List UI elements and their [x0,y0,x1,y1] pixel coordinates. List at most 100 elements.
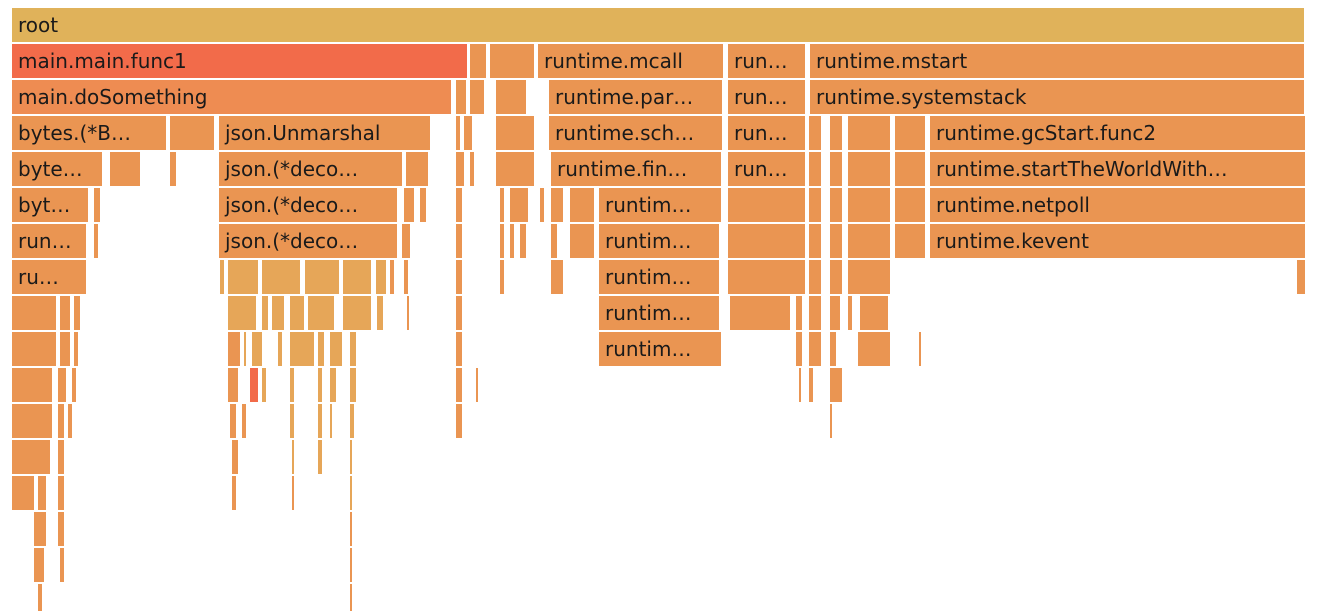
flame-frame-narrow[interactable] [330,332,344,367]
flame-frame-narrow[interactable] [228,332,242,367]
flame-frame-narrow[interactable] [830,332,838,367]
flame-frame-narrow[interactable] [60,332,72,367]
flame-frame-narrow[interactable] [292,476,296,511]
flame-frame[interactable]: runtime.fin… [551,152,723,187]
flame-frame-narrow[interactable] [895,224,927,259]
flame-frame-narrow[interactable] [350,368,358,403]
flame-frame-narrow[interactable] [343,260,373,295]
flame-frame[interactable]: main.doSomething [12,80,453,115]
flame-frame-narrow[interactable] [72,368,78,403]
flame-frame-narrow[interactable] [12,404,54,439]
flame-frame-narrow[interactable] [848,296,854,331]
flame-frame-narrow[interactable] [402,224,412,259]
flame-frame-narrow[interactable] [809,368,815,403]
flame-frame-narrow[interactable] [318,332,326,367]
flame-frame-narrow[interactable] [464,116,474,151]
flame-frame-narrow[interactable] [919,332,923,367]
flame-frame-narrow[interactable] [520,224,528,259]
flame-frame-narrow[interactable] [58,368,68,403]
flame-frame-narrow[interactable] [809,332,823,367]
flame-frame-narrow[interactable] [860,296,890,331]
flame-frame-narrow[interactable] [496,152,536,187]
flame-frame-narrow[interactable] [500,188,506,223]
flame-frame-narrow[interactable] [848,260,892,295]
flame-frame-narrow[interactable] [244,332,248,367]
flame-frame[interactable]: runtime.systemstack [810,80,1306,115]
flame-frame-narrow[interactable] [68,404,74,439]
flame-frame-narrow[interactable] [809,296,823,331]
flame-frame-narrow[interactable] [470,80,486,115]
flame-frame-narrow[interactable] [34,548,46,583]
flame-frame-narrow[interactable] [730,296,792,331]
flame-frame[interactable]: runtime.startTheWorldWith… [930,152,1300,187]
flame-frame-narrow[interactable] [12,332,58,367]
flame-frame-narrow[interactable] [895,116,927,151]
flame-frame-narrow[interactable] [58,404,66,439]
flame-frame-narrow[interactable] [230,404,238,439]
flame-frame-narrow[interactable] [318,404,324,439]
flame-frame[interactable]: runtime.netpoll [930,188,1300,223]
flame-frame-narrow[interactable] [350,548,354,583]
flame-frame-narrow[interactable] [38,476,48,511]
flame-frame[interactable]: run… [728,116,807,151]
flame-frame-narrow[interactable] [406,152,430,187]
flame-frame-narrow[interactable] [496,80,528,115]
flame-frame[interactable]: run… [728,152,807,187]
flame-frame[interactable]: run… [728,80,807,115]
flame-frame[interactable]: runtime.kevent [930,224,1300,259]
flame-frame-narrow[interactable] [290,368,296,403]
flame-frame-narrow[interactable] [830,260,844,295]
flame-frame-narrow[interactable] [1297,152,1307,187]
flame-frame-narrow[interactable] [343,296,373,331]
flame-frame-narrow[interactable] [848,188,892,223]
flame-frame-narrow[interactable] [1297,260,1307,295]
flame-frame-narrow[interactable] [476,368,480,403]
flame-frame-narrow[interactable] [830,116,844,151]
flame-frame-narrow[interactable] [12,368,54,403]
flame-frame-narrow[interactable] [895,152,927,187]
flame-frame-narrow[interactable] [228,296,258,331]
flame-frame-narrow[interactable] [305,260,341,295]
flame-frame-narrow[interactable] [456,332,464,367]
flame-frame-narrow[interactable] [799,368,803,403]
flame-frame-narrow[interactable] [350,584,354,612]
flame-frame[interactable]: runtime.gcStart.func2 [930,116,1300,151]
flame-frame-narrow[interactable] [456,260,464,295]
flame-frame-narrow[interactable] [420,188,428,223]
flame-frame-narrow[interactable] [58,440,66,475]
flame-frame[interactable]: byte… [12,152,104,187]
flame-frame-narrow[interactable] [551,224,559,259]
flame-frame-narrow[interactable] [500,260,506,295]
flame-frame-narrow[interactable] [1297,116,1307,151]
flame-frame-narrow[interactable] [290,404,296,439]
flame-frame-narrow[interactable] [12,440,52,475]
flame-frame-narrow[interactable] [350,404,356,439]
flame-frame-narrow[interactable] [350,476,354,511]
flame-frame-narrow[interactable] [407,296,411,331]
flame-frame-narrow[interactable] [1297,188,1307,223]
flame-frame[interactable]: runtim… [599,332,723,367]
flame-frame-narrow[interactable] [94,224,100,259]
flame-frame-narrow[interactable] [12,296,58,331]
flame-frame-narrow[interactable] [830,296,842,331]
flame-frame-narrow[interactable] [38,584,44,612]
flame-frame-narrow[interactable] [796,296,804,331]
flame-frame-narrow[interactable] [290,296,306,331]
flame-frame-narrow[interactable] [350,440,354,475]
flame-frame-narrow[interactable] [496,116,536,151]
flame-frame-narrow[interactable] [404,260,410,295]
flame-frame-narrow[interactable] [551,188,565,223]
flame-frame-narrow[interactable] [510,188,530,223]
flame-frame-narrow[interactable] [220,260,226,295]
flame-frame-narrow[interactable] [809,224,823,259]
flame-frame-narrow[interactable] [74,296,82,331]
flame-frame-narrow[interactable] [470,44,488,79]
flame-frame[interactable]: json.(*deco… [219,224,399,259]
flame-frame-narrow[interactable] [456,116,462,151]
flame-frame[interactable]: ru… [12,260,88,295]
flame-frame-narrow[interactable] [456,296,464,331]
flame-frame[interactable]: json.(*deco… [219,152,404,187]
flame-frame-narrow[interactable] [58,476,66,511]
flame-frame-narrow[interactable] [34,512,48,547]
flame-frame-narrow[interactable] [170,152,178,187]
